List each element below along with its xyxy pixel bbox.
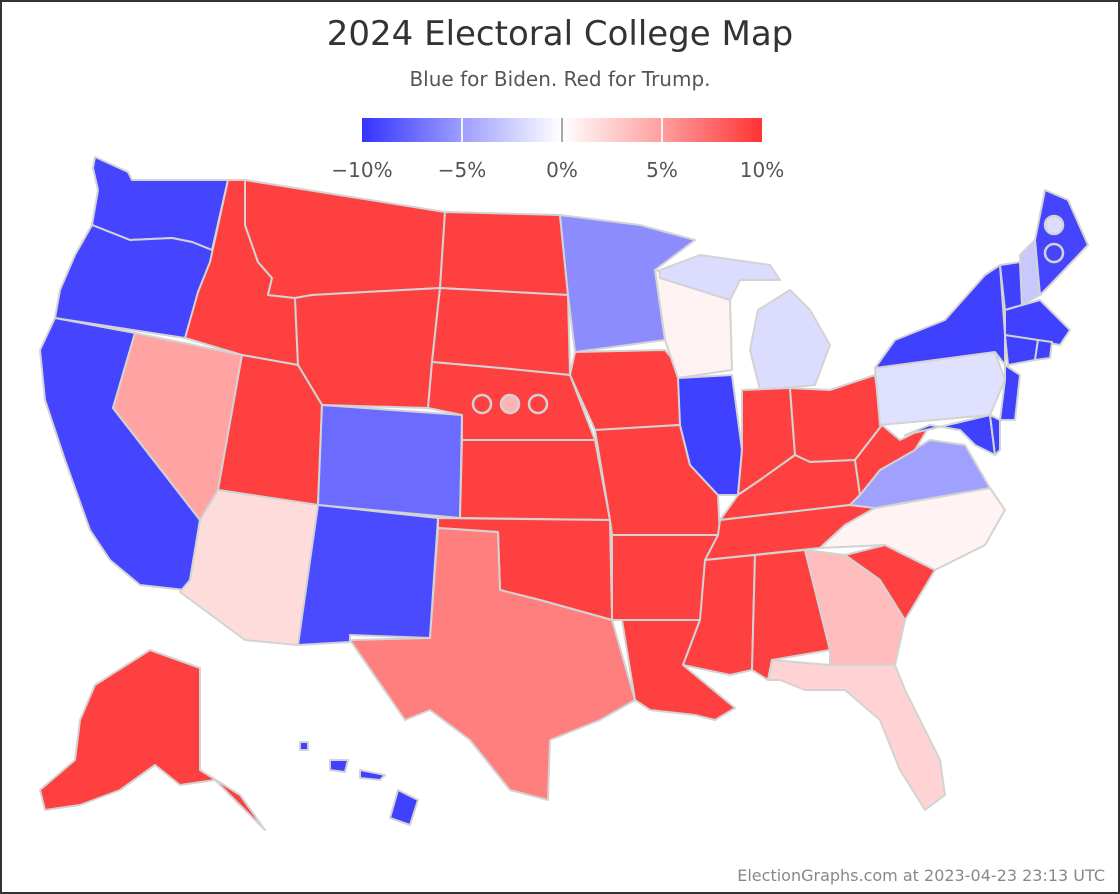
state-michigan-lower[interactable] — [749, 289, 831, 391]
state-colorado[interactable] — [317, 404, 463, 519]
state-kansas[interactable] — [459, 439, 611, 521]
page-subtitle: Blue for Biden. Red for Trump. — [409, 67, 711, 91]
nebraska-district-3-marker[interactable] — [527, 393, 549, 415]
legend-label: −5% — [437, 158, 487, 182]
nebraska-district-2-marker[interactable] — [499, 393, 521, 415]
state-new-jersey[interactable] — [999, 364, 1021, 421]
state-hawaii-islands-2[interactable] — [359, 769, 386, 781]
state-new-mexico[interactable] — [297, 504, 439, 646]
maine-district-2-marker[interactable] — [1043, 242, 1065, 264]
state-hawaii[interactable] — [389, 789, 419, 826]
state-hawaii-islands[interactable] — [329, 759, 349, 773]
legend-label: 10% — [739, 158, 785, 182]
state-vermont[interactable] — [999, 261, 1023, 311]
legend-tick — [561, 118, 563, 142]
legend-segment-dem-lean — [462, 118, 562, 142]
nebraska-district-1-marker[interactable] — [471, 393, 493, 415]
state-wyoming[interactable] — [294, 287, 441, 409]
state-maine[interactable] — [1034, 189, 1089, 296]
state-illinois[interactable] — [677, 374, 743, 496]
source-footer: ElectionGraphs.com at 2023-04-23 23:13 U… — [737, 866, 1105, 885]
state-new-york[interactable] — [874, 264, 1006, 369]
state-florida[interactable] — [767, 659, 946, 811]
state-montana[interactable] — [244, 179, 446, 299]
legend-segment-rep-strong — [662, 118, 762, 142]
state-michigan[interactable] — [659, 254, 781, 301]
margin-legend-bar — [362, 118, 762, 142]
maine-district-1-marker[interactable] — [1043, 214, 1065, 236]
legend-segment-rep-lean — [562, 118, 662, 142]
legend-segment-dem-strong — [362, 118, 462, 142]
legend-tick — [461, 118, 463, 142]
state-south-carolina[interactable] — [844, 544, 936, 621]
state-texas[interactable] — [349, 527, 636, 801]
state-north-dakota[interactable] — [439, 211, 569, 296]
legend-label: 0% — [546, 158, 578, 182]
state-west-virginia[interactable] — [854, 424, 931, 496]
state-connecticut[interactable] — [1004, 334, 1039, 366]
state-hawaii-islands-3[interactable] — [299, 741, 309, 751]
page-title: 2024 Electoral College Map — [326, 14, 794, 54]
state-rhode-island[interactable] — [1034, 339, 1053, 361]
legend-label: 5% — [646, 158, 678, 182]
state-massachusetts[interactable] — [1004, 299, 1071, 346]
legend-label: −10% — [331, 158, 393, 182]
state-alaska[interactable] — [39, 649, 266, 831]
legend-tick — [661, 118, 663, 142]
state-delaware[interactable] — [989, 414, 1001, 456]
state-south-dakota[interactable] — [431, 287, 571, 376]
